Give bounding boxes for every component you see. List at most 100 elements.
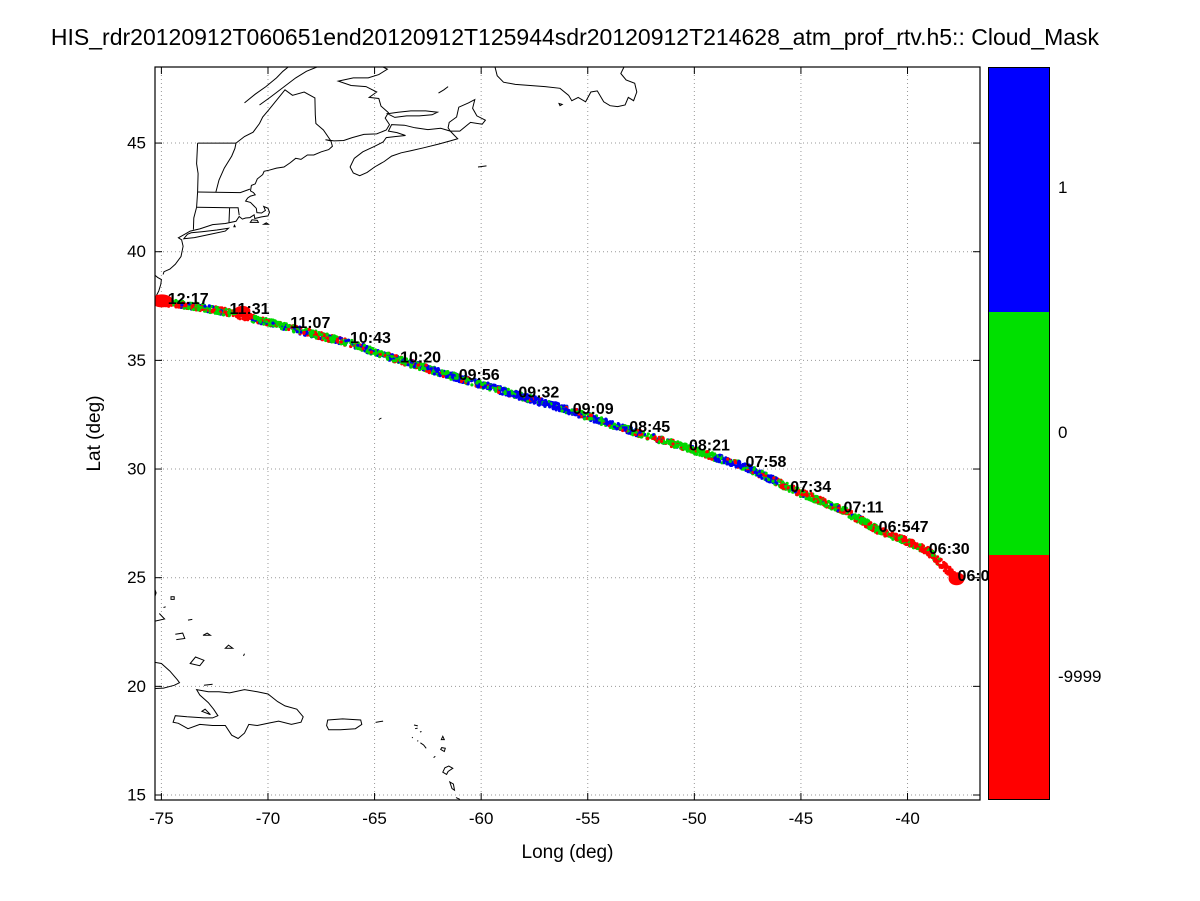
coastline-border-vt-nh: [215, 143, 237, 193]
coastline-turks-caicos: [224, 644, 235, 649]
grid: [155, 67, 980, 800]
x-tick-label: -65: [362, 809, 387, 828]
y-tick-label: 15: [127, 786, 146, 805]
time-label-1043: 10:43: [350, 330, 391, 347]
coastline-border-maine-canada: [235, 89, 332, 144]
time-label-0932: 09:32: [518, 384, 559, 401]
time-labels: 12:17 11:31 11:07 10:43 10:20 09:56 09:32 09:09…: [168, 291, 999, 585]
x-tick-label: -75: [149, 809, 174, 828]
coastline-st-lawrence-south-shore: [259, 67, 318, 106]
time-label-1107: 11:07: [290, 315, 330, 332]
coastline-bahamas-long-island: [155, 613, 166, 622]
coastline-border-ma-north: [197, 188, 251, 194]
coastline-cape-breton: [447, 98, 487, 132]
coastline-marthas-vineyard: [249, 219, 260, 223]
coastline-st-kitts-nevis: [420, 742, 427, 749]
colorbar-bar: [988, 67, 1050, 800]
coastline-guadeloupe: [442, 765, 454, 776]
y-tick-label: 25: [127, 568, 146, 587]
colorbar-segment-0: [989, 311, 1049, 556]
time-label-0956: 09:56: [459, 367, 500, 384]
coastline-hispaniola: [172, 688, 304, 740]
time-label-0734: 07:34: [790, 479, 831, 496]
coastline-tortuga: [203, 683, 213, 686]
time-label-0821: 08:21: [689, 438, 730, 455]
time-label-0909: 09:09: [573, 401, 614, 418]
coastline-nj-newengland-maine: [162, 67, 391, 275]
coastline-anguilla: [413, 724, 418, 727]
coastline-mayaguana: [202, 632, 213, 636]
coastline-barbuda: [440, 735, 446, 741]
tick-labels: -75 -70 -65 -60 -55 -50 -45 -40 15 20 25 30 35 40 45: [127, 134, 920, 828]
coastline-bermuda: [378, 417, 382, 420]
coastline-delmarva: [155, 274, 162, 299]
time-label-1020: 10:20: [400, 350, 441, 367]
y-tick-label: 40: [127, 242, 146, 261]
x-tick-label: -50: [682, 809, 707, 828]
y-tick-label: 30: [127, 460, 146, 479]
tick-marks: [155, 67, 980, 800]
time-label-06547: 06:547: [879, 519, 929, 536]
colorbar-tick-label: 0: [1058, 422, 1068, 442]
y-tick-label: 45: [127, 134, 146, 153]
coastline-cuba-east: [155, 661, 181, 689]
coastline-antigua: [440, 747, 446, 753]
coastline-montserrat: [433, 755, 436, 758]
coastline-puerto-rico: [326, 718, 363, 731]
colorbar-tick-label: 1: [1058, 178, 1068, 198]
colorbar-tick-label: -9999: [1058, 666, 1102, 686]
coastline-st-martin: [414, 727, 418, 730]
coastline-st-barthelemy: [419, 731, 422, 733]
x-axis-label: Long (deg): [522, 842, 614, 863]
coastline-sable-island: [477, 165, 487, 168]
colorbar-segment--9999: [989, 555, 1049, 800]
y-axis-label: Lat (deg): [84, 395, 105, 471]
x-tick-label: -70: [256, 809, 281, 828]
chart-title: HIS_rdr20120912T060651end20120912T125944…: [50, 24, 1100, 50]
time-label-0711: 07:11: [844, 500, 884, 517]
time-label-0630: 06:30: [929, 541, 970, 558]
coastline-grand-turk: [243, 653, 245, 657]
x-tick-label: -55: [575, 809, 600, 828]
coastline-nantucket: [261, 222, 270, 225]
plot-box: [154, 66, 981, 801]
coastline-prince-edward-island: [385, 110, 440, 118]
colorbar-segment-1: [989, 68, 1049, 312]
coastline-martinique: [455, 797, 461, 800]
x-tick-label: -45: [789, 809, 814, 828]
x-tick-label: -60: [469, 809, 494, 828]
coastline-gonave: [200, 708, 211, 716]
colorbar: 1 0 -9999: [988, 67, 1118, 800]
coastline-dominica: [448, 780, 456, 792]
coastline-block-island: [233, 223, 236, 228]
time-label-0758: 07:58: [745, 454, 786, 471]
coastline-virgin-islands: [375, 720, 384, 723]
coastline-st-lawrence-north-shore: [244, 67, 289, 104]
time-label-1217: 12:17: [168, 291, 209, 308]
track-red-blob: [155, 294, 173, 308]
x-tick-label: -40: [895, 809, 920, 828]
coastline-san-salvador: [170, 596, 175, 600]
coastline-magdalen-islands: [438, 86, 449, 94]
coastline-acklins-crooked: [175, 632, 186, 641]
y-tick-label: 35: [127, 351, 146, 370]
cloud-mask-track: [155, 294, 965, 586]
time-label-1131: 11:31: [230, 301, 270, 318]
track-red-blob: [234, 305, 251, 316]
y-tick-label: 20: [127, 677, 146, 696]
coastline-samana-cay: [187, 618, 193, 621]
coastline-border-ri-ct: [228, 207, 231, 223]
track-red-blob: [948, 572, 965, 586]
coastline-border-ma-south: [196, 206, 240, 216]
coastline-border-ny-east: [192, 143, 199, 230]
coastline-rum-cay: [163, 606, 166, 608]
time-label-0845: 08:45: [629, 419, 670, 436]
coastline-nova-scotia: [349, 124, 459, 177]
coastline-long-island: [182, 227, 231, 240]
coastline-great-inagua: [189, 656, 205, 667]
coastline-st-pierre: [558, 102, 564, 107]
coastline-newfoundland-south: [494, 67, 638, 108]
coastlines: [155, 67, 638, 800]
